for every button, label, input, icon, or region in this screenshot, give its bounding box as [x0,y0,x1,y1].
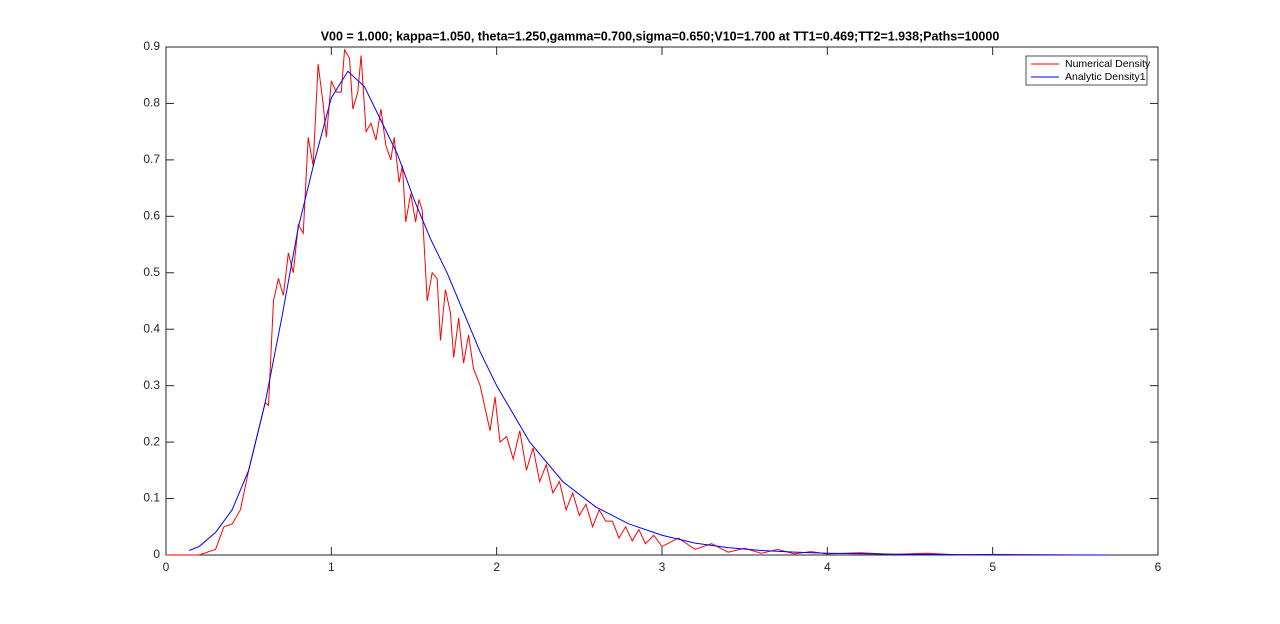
legend-box [1025,55,1148,86]
x-tick-label: 0 [163,560,170,574]
y-tick-label: 0.6 [143,209,160,223]
y-tick-label: 0 [153,547,160,561]
x-tick-label: 1 [328,560,335,574]
y-tick-label: 0.1 [143,491,160,505]
y-tick-label: 0.2 [143,434,160,448]
x-tick-label: 2 [493,560,500,574]
series-line [166,48,1109,556]
y-tick-label: 0.7 [143,152,160,166]
y-tick-label: 0.3 [143,378,160,392]
x-tick-label: 5 [989,560,996,574]
y-tick-label: 0.5 [143,265,160,279]
legend-text: Numerical Density [1065,58,1151,70]
series-line [188,70,1109,556]
x-tick-label: 3 [659,560,666,574]
chart-title: V00 = 1.000; kappa=1.050, theta=1.250,ga… [321,29,1000,43]
y-tick-label: 0.9 [143,39,160,53]
legend-text: Analytic Density1 [1065,71,1146,83]
x-tick-label: 4 [824,560,831,574]
legend [1025,55,1148,86]
x-tick-label: 6 [1155,560,1162,574]
y-tick-label: 0.8 [143,96,160,110]
y-tick-label: 0.4 [143,321,160,335]
